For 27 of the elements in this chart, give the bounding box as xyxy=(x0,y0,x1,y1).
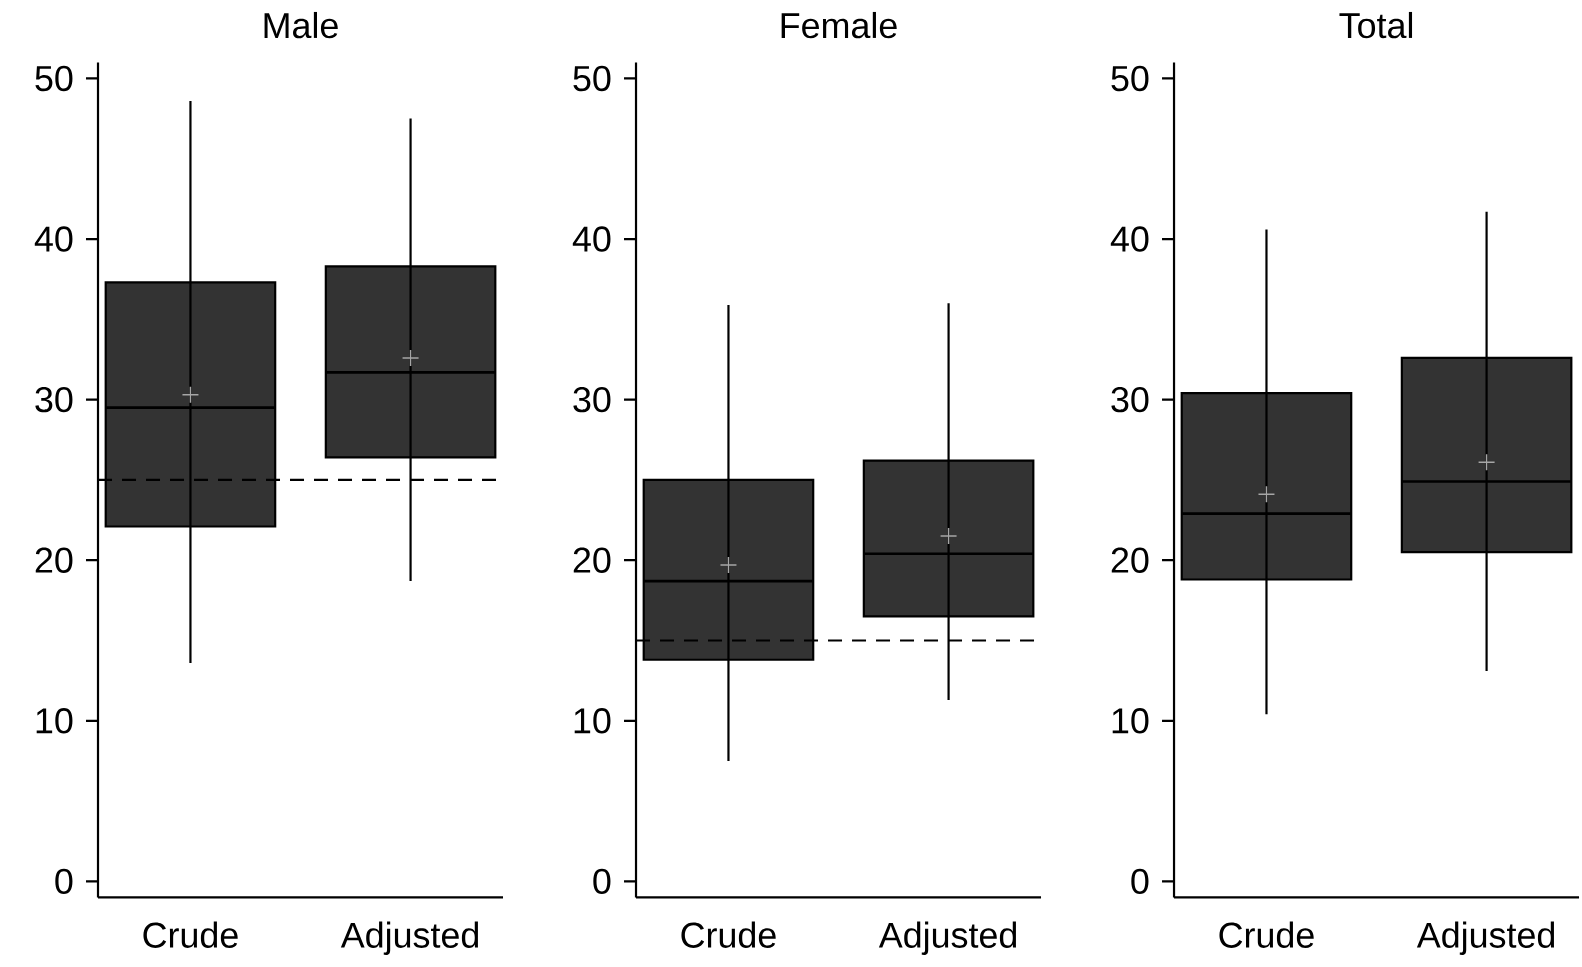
y-tick-label: 40 xyxy=(572,226,611,252)
x-tick-label: Crude xyxy=(681,921,776,948)
y-tick-label: 40 xyxy=(34,226,73,252)
y-tick-label: 20 xyxy=(1111,547,1149,573)
x-tick-label: Adjusted xyxy=(1416,921,1555,956)
y-tick-label: 30 xyxy=(1111,386,1149,413)
x-tick-label: Adjusted xyxy=(878,921,1017,956)
y-tick-label: 50 xyxy=(1111,65,1149,92)
y-tick-label: 20 xyxy=(573,547,611,573)
x-tick-label: Crude xyxy=(143,921,238,948)
y-tick-label: 0 xyxy=(1131,868,1149,895)
y-tick-label: 10 xyxy=(36,708,73,734)
chart-title: Male xyxy=(264,11,338,39)
chart-title: Female xyxy=(781,11,897,39)
y-tick-label: 0 xyxy=(593,868,611,895)
y-tick-label: 10 xyxy=(574,708,611,734)
y-tick-label: 10 xyxy=(1112,708,1149,734)
chart-title: Total xyxy=(1339,11,1413,39)
y-tick-label: 20 xyxy=(35,547,73,573)
x-tick-label: Crude xyxy=(1219,921,1314,948)
y-tick-label: 30 xyxy=(35,386,73,413)
y-tick-label: 40 xyxy=(1110,226,1149,252)
y-tick-label: 0 xyxy=(55,868,73,895)
y-tick-label: 50 xyxy=(573,65,611,92)
y-tick-label: 30 xyxy=(573,386,611,413)
y-tick-label: 50 xyxy=(35,65,73,92)
x-tick-label: Adjusted xyxy=(340,921,479,956)
